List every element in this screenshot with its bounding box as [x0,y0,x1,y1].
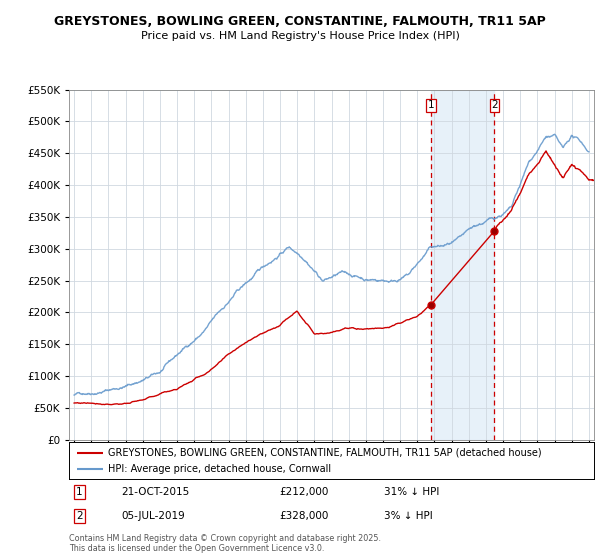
Text: 1: 1 [428,100,434,110]
Text: 2: 2 [491,100,498,110]
Text: Contains HM Land Registry data © Crown copyright and database right 2025.
This d: Contains HM Land Registry data © Crown c… [69,534,381,553]
Text: 05-JUL-2019: 05-JUL-2019 [121,511,185,521]
Text: 3% ↓ HPI: 3% ↓ HPI [384,511,433,521]
Text: Price paid vs. HM Land Registry's House Price Index (HPI): Price paid vs. HM Land Registry's House … [140,31,460,41]
Text: 1: 1 [76,487,83,497]
Text: £328,000: £328,000 [279,511,328,521]
Text: 31% ↓ HPI: 31% ↓ HPI [384,487,439,497]
Text: GREYSTONES, BOWLING GREEN, CONSTANTINE, FALMOUTH, TR11 5AP: GREYSTONES, BOWLING GREEN, CONSTANTINE, … [54,15,546,27]
Bar [431,90,494,440]
Text: £212,000: £212,000 [279,487,328,497]
Text: 21-OCT-2015: 21-OCT-2015 [121,487,190,497]
Text: GREYSTONES, BOWLING GREEN, CONSTANTINE, FALMOUTH, TR11 5AP (detached house): GREYSTONES, BOWLING GREEN, CONSTANTINE, … [109,447,542,458]
Text: HPI: Average price, detached house, Cornwall: HPI: Average price, detached house, Corn… [109,464,331,474]
Text: 2: 2 [76,511,83,521]
